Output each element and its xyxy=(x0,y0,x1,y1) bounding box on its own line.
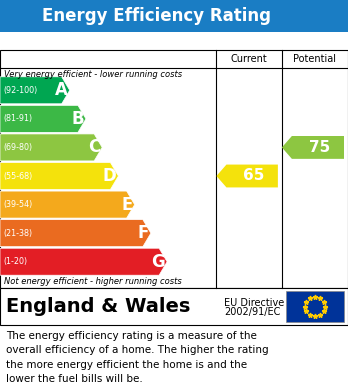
Text: A: A xyxy=(55,81,68,99)
Text: E: E xyxy=(121,196,133,213)
Text: (81-91): (81-91) xyxy=(3,114,32,123)
Polygon shape xyxy=(0,105,86,132)
Polygon shape xyxy=(0,220,151,247)
Text: (39-54): (39-54) xyxy=(3,200,32,209)
Text: D: D xyxy=(103,167,116,185)
Text: Potential: Potential xyxy=(293,54,337,64)
Polygon shape xyxy=(0,248,167,275)
Polygon shape xyxy=(0,77,70,104)
Bar xyxy=(0,0,348,32)
Polygon shape xyxy=(0,134,102,161)
Bar xyxy=(0,288,348,325)
Text: 65: 65 xyxy=(244,169,265,183)
Text: B: B xyxy=(71,110,84,128)
Text: G: G xyxy=(151,253,165,271)
Polygon shape xyxy=(282,136,344,159)
Text: (21-38): (21-38) xyxy=(3,229,32,238)
Bar xyxy=(286,291,344,322)
Polygon shape xyxy=(0,163,118,190)
Text: Current: Current xyxy=(231,54,268,64)
Text: 75: 75 xyxy=(309,140,331,155)
Text: Not energy efficient - higher running costs: Not energy efficient - higher running co… xyxy=(4,277,182,286)
Text: (69-80): (69-80) xyxy=(3,143,32,152)
Text: 2002/91/EC: 2002/91/EC xyxy=(224,307,281,316)
Text: (92-100): (92-100) xyxy=(3,86,37,95)
Text: EU Directive: EU Directive xyxy=(224,298,285,307)
Text: The energy efficiency rating is a measure of the
overall efficiency of a home. T: The energy efficiency rating is a measur… xyxy=(6,331,269,384)
Text: (1-20): (1-20) xyxy=(3,257,27,266)
Text: Very energy efficient - lower running costs: Very energy efficient - lower running co… xyxy=(4,70,182,79)
Polygon shape xyxy=(216,165,278,187)
Text: Energy Efficiency Rating: Energy Efficiency Rating xyxy=(42,7,271,25)
Text: F: F xyxy=(137,224,149,242)
Text: C: C xyxy=(88,138,100,156)
Text: (55-68): (55-68) xyxy=(3,172,32,181)
Bar xyxy=(0,50,348,288)
Polygon shape xyxy=(0,191,135,218)
Text: England & Wales: England & Wales xyxy=(6,297,190,316)
